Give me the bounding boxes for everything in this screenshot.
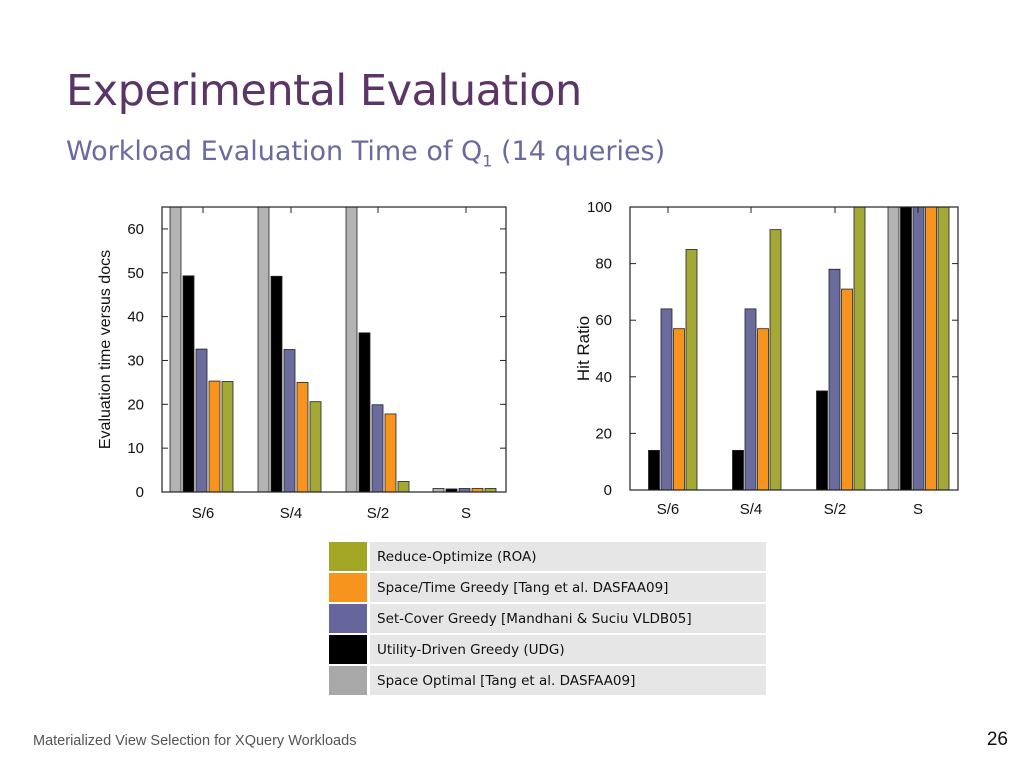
- legend-swatch: [329, 542, 367, 571]
- bar: [887, 206, 900, 491]
- y-axis-label: Hit Ratio: [574, 316, 593, 381]
- y-tick-label: 50: [127, 265, 144, 282]
- slide-subtitle: Workload Evaluation Time of Q1 (14 queri…: [66, 136, 665, 170]
- y-tick-label: 40: [127, 309, 144, 326]
- bar: [732, 449, 744, 491]
- x-tick-label: S/6: [657, 501, 680, 518]
- plot-frame: [161, 206, 507, 493]
- legend-item: Space Optimal [Tang et al. DASFAA09]: [329, 666, 766, 695]
- legend-label: Reduce-Optimize (ROA): [370, 542, 766, 571]
- bar: [660, 308, 673, 491]
- legend-item: Space/Time Greedy [Tang et al. DASFAA09]: [329, 573, 766, 602]
- x-tick-label: S/6: [192, 505, 215, 522]
- bar: [853, 206, 866, 491]
- legend-label: Set-Cover Greedy [Mandhani & Suciu VLDB0…: [370, 604, 766, 633]
- legend-swatch: [329, 666, 367, 695]
- bar: [673, 328, 685, 491]
- plot-frame: [629, 206, 959, 491]
- y-tick-label: 0: [136, 484, 144, 501]
- legend-label: Space/Time Greedy [Tang et al. DASFAA09]: [370, 573, 766, 602]
- y-tick-label: 60: [595, 312, 612, 329]
- x-tick-label: S: [913, 501, 923, 518]
- x-tick-label: S/2: [824, 501, 847, 518]
- x-tick-label: S/2: [367, 505, 390, 522]
- bar: [937, 206, 950, 491]
- page-number: 26: [986, 729, 1008, 750]
- bar: [841, 288, 853, 491]
- bar: [912, 206, 925, 491]
- legend-item: Reduce-Optimize (ROA): [329, 542, 766, 571]
- bar: [900, 206, 912, 491]
- legend: Reduce-Optimize (ROA) Space/Time Greedy …: [329, 542, 766, 697]
- bar: [925, 206, 937, 491]
- y-tick-label: 80: [595, 256, 612, 273]
- legend-swatch: [329, 573, 367, 602]
- bar: [757, 328, 769, 491]
- footer-text: Materialized View Selection for XQuery W…: [33, 733, 357, 749]
- subtitle-text: Workload Evaluation Time of Q: [66, 136, 483, 167]
- y-tick-label: 0: [604, 482, 612, 499]
- bar: [769, 229, 782, 491]
- y-tick-label: 10: [127, 440, 144, 457]
- legend-label: Utility-Driven Greedy (UDG): [370, 635, 766, 664]
- subtitle-suffix: (14 queries): [492, 136, 666, 167]
- subtitle-subscript: 1: [482, 151, 493, 171]
- y-tick-label: 30: [127, 352, 144, 369]
- y-tick-label: 100: [587, 199, 612, 216]
- y-axis-label: Evaluation time versus docs: [97, 250, 114, 449]
- x-tick-label: S: [461, 505, 471, 522]
- bar: [685, 249, 698, 491]
- legend-item: Set-Cover Greedy [Mandhani & Suciu VLDB0…: [329, 604, 766, 633]
- legend-item: Utility-Driven Greedy (UDG): [329, 635, 766, 664]
- legend-swatch: [329, 635, 367, 664]
- y-tick-label: 40: [595, 369, 612, 386]
- legend-swatch: [329, 604, 367, 633]
- legend-label: Space Optimal [Tang et al. DASFAA09]: [370, 666, 766, 695]
- y-tick-label: 20: [127, 396, 144, 413]
- y-tick-label: 60: [127, 221, 144, 238]
- bar: [744, 308, 757, 491]
- bar: [648, 449, 660, 491]
- bar: [828, 268, 841, 491]
- slide-title: Experimental Evaluation: [66, 66, 582, 116]
- x-tick-label: S/4: [740, 501, 763, 518]
- x-tick-label: S/4: [280, 505, 303, 522]
- bar: [816, 390, 828, 491]
- y-tick-label: 20: [595, 425, 612, 442]
